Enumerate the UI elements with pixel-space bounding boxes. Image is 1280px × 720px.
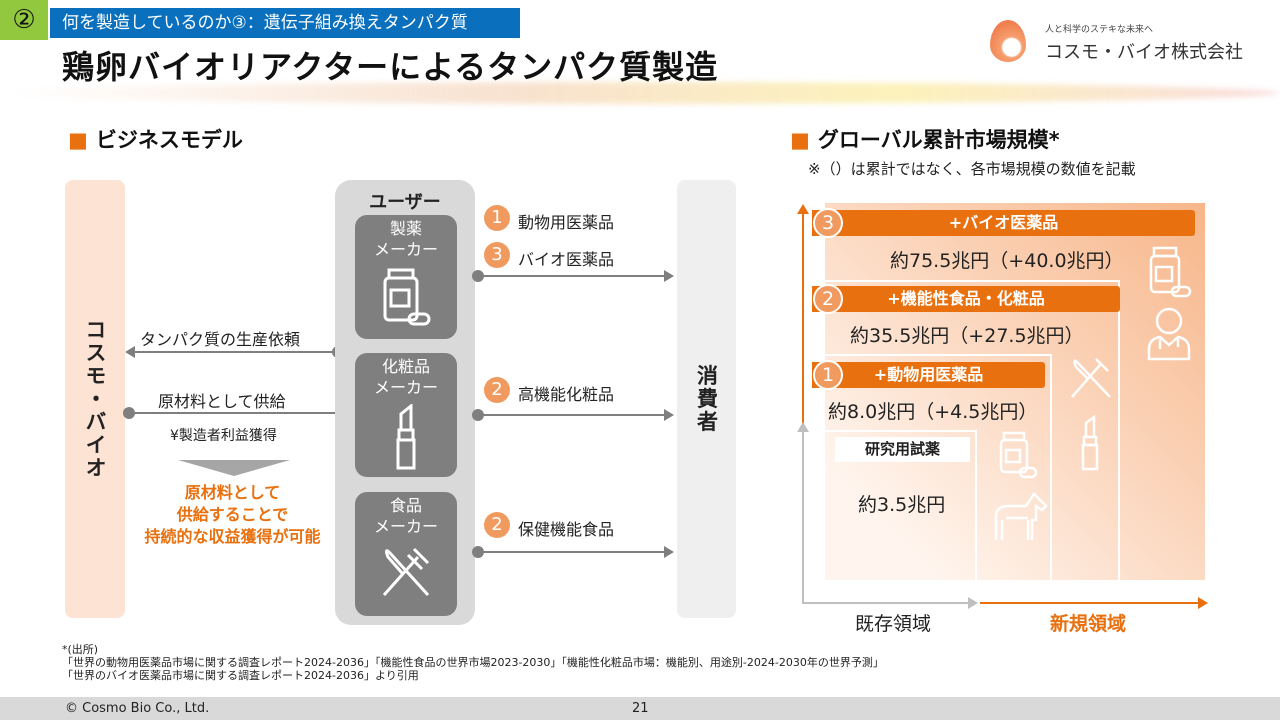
market-note: ※（）は累計ではなく、各市場規模の数値を記載: [808, 160, 1136, 178]
product-label: バイオ医薬品: [518, 250, 615, 269]
base-label: 研究用試薬: [835, 437, 970, 462]
product-label: 高機能化粧品: [518, 385, 615, 404]
product-number-badge: 1: [484, 205, 510, 231]
section-number-badge: ②: [0, 0, 48, 40]
product-label: 保健機能食品: [518, 520, 615, 539]
sources-line: 「世界のバイオ医薬品市場に関する調査レポート2024-2036」より引用: [62, 669, 419, 682]
base-value: 約3.5兆円: [858, 494, 946, 516]
user-pharma: 製薬 メーカー: [355, 215, 457, 339]
fork-knife-icon: [1071, 358, 1111, 398]
supply-arrow: [128, 412, 338, 414]
arrow-head: [968, 597, 978, 609]
arrow-head: [664, 409, 674, 421]
supply-label: 原材料として供給: [158, 392, 286, 411]
arrow-head: [797, 204, 809, 214]
user-cosmetics: 化粧品 メーカー: [355, 353, 457, 477]
arrow-head: [797, 422, 809, 432]
product-arrow: [478, 414, 664, 416]
medicine-bottle-icon: [383, 268, 431, 326]
tier-1-box: [825, 354, 1052, 580]
down-triangle: [178, 460, 290, 476]
tier-number-badge: 2: [813, 284, 843, 314]
arrow-head: [1198, 597, 1208, 609]
tier-3-banner: +バイオ医薬品: [812, 210, 1195, 236]
lipstick-icon: [1081, 415, 1099, 471]
tier-number-badge: 1: [813, 360, 843, 390]
company-logo-icon: [990, 20, 1026, 62]
axis-new-vertical: [802, 213, 804, 430]
benefit-text: 原材料として 供給することで 持続的な収益獲得が可能: [144, 483, 321, 546]
logo-tagline: 人と科学のステキな未来へ: [1045, 25, 1154, 35]
product-number-badge: 2: [484, 377, 510, 403]
page-title: 鶏卵バイオリアクターによるタンパク質製造: [62, 48, 719, 86]
cosmo-bio-column: コスモ・バイオ: [65, 180, 125, 618]
tier-number-badge: 3: [813, 208, 843, 238]
existing-area-label: 既存領域: [855, 613, 932, 635]
tier-3-value: 約75.5兆円（+40.0兆円）: [890, 250, 1124, 272]
fork-knife-icon: [382, 547, 430, 597]
axis-new-horizontal: [980, 602, 1198, 604]
product-arrow: [478, 275, 664, 277]
profit-label: ¥製造者利益獲得: [170, 428, 277, 444]
product-number-badge: 3: [484, 242, 510, 268]
medicine-bottle-icon: [1149, 246, 1192, 298]
request-arrow: [133, 351, 340, 353]
tier-2-value: 約35.5兆円（+27.5兆円）: [850, 325, 1084, 347]
new-area-label: 新規領域: [1050, 613, 1127, 635]
product-arrow: [478, 551, 664, 553]
sources-line: 「世界の動物用医薬品市場に関する調査レポート2024-2036」「機能性食品の世…: [62, 656, 884, 669]
copyright: © Cosmo Bio Co., Ltd.: [65, 701, 210, 716]
axis-existing-horizontal: [802, 602, 968, 604]
tier-1-banner: +動物用医薬品: [812, 362, 1045, 388]
users-group: ユーザー 製薬 メーカー 化粧品 メーカー 食品 メーカー: [335, 180, 475, 625]
horse-icon: [994, 492, 1048, 540]
sources-title: *(出所): [62, 643, 99, 656]
logo-name: コスモ・バイオ株式会社: [1045, 42, 1243, 63]
subtitle-bar: 何を製造しているのか③：遺伝子組み換えタンパク質: [50, 8, 520, 38]
user-food: 食品 メーカー: [355, 492, 457, 616]
arrow-head: [664, 270, 674, 282]
base-box: [825, 430, 977, 580]
arrow-head: [125, 346, 135, 358]
business-model-heading: ■ ビジネスモデル: [68, 128, 243, 152]
tier-2-banner: +機能性食品・化粧品: [812, 286, 1120, 312]
footer: © Cosmo Bio Co., Ltd. 21: [0, 697, 1280, 720]
medicine-bottle-icon: [999, 431, 1038, 479]
decorative-swoosh: [0, 82, 1280, 104]
consumer-column: 消費者: [677, 180, 736, 618]
product-label: 動物用医薬品: [518, 213, 615, 232]
axis-existing-vertical: [802, 430, 804, 603]
page-number: 21: [632, 701, 649, 716]
doctor-icon: [1147, 307, 1191, 361]
lipstick-icon: [396, 404, 416, 470]
market-heading: ■ グローバル累計市場規模*: [790, 128, 1060, 152]
tier-1-value: 約8.0兆円（+4.5兆円）: [828, 401, 1038, 423]
product-number-badge: 2: [484, 512, 510, 538]
request-label: タンパク質の生産依頼: [140, 330, 301, 349]
tier-2-box: [825, 280, 1120, 580]
arrow-head: [664, 546, 674, 558]
